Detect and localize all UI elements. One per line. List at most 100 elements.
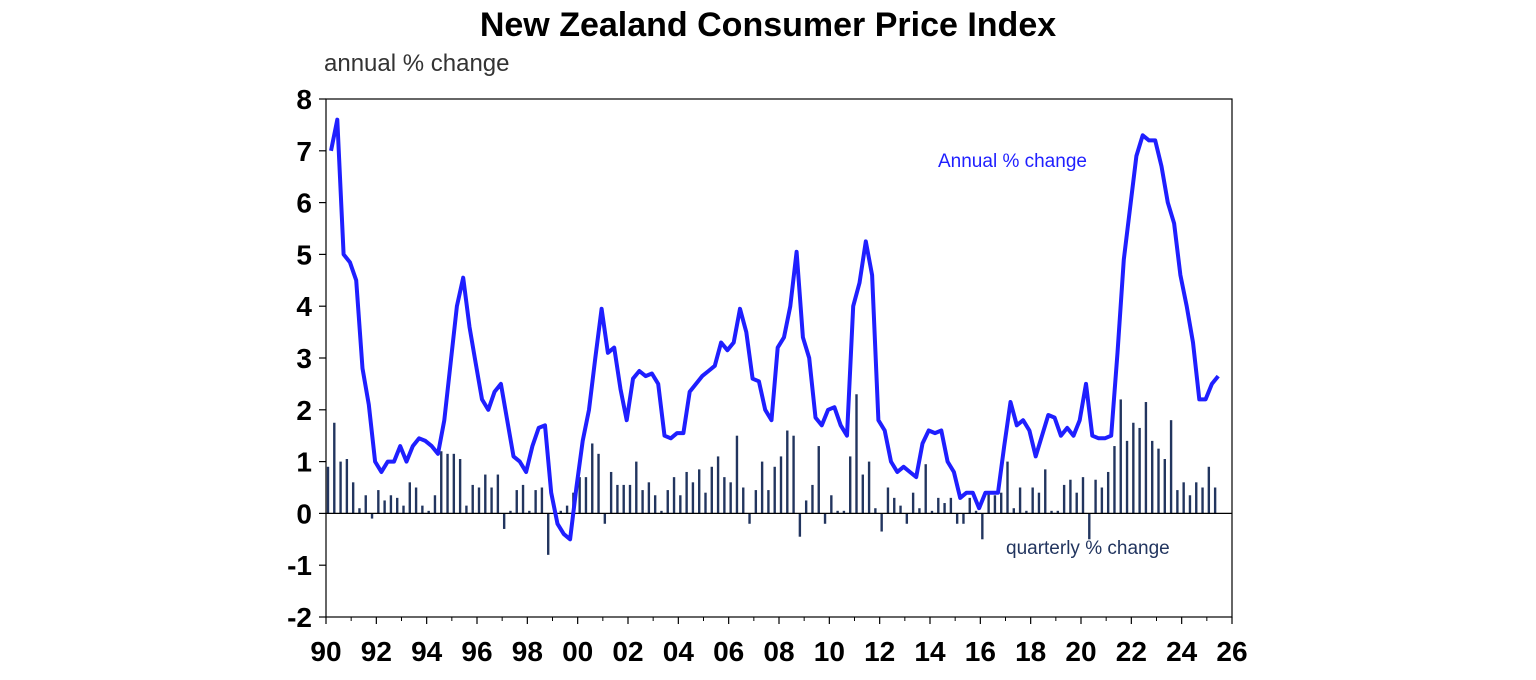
- quarterly-bar: [616, 484, 619, 514]
- quarterly-bar: [578, 477, 581, 514]
- quarterly-bar: [421, 505, 424, 514]
- quarterly-bar: [339, 461, 342, 514]
- quarterly-bar: [653, 495, 657, 514]
- quarterly-bar: [477, 487, 481, 514]
- quarterly-bar: [710, 466, 713, 514]
- x-tick-label: 94: [411, 636, 443, 667]
- quarterly-bar: [1195, 482, 1198, 514]
- quarterly-bar: [1119, 399, 1122, 514]
- quarterly-bar: [1037, 492, 1041, 514]
- quarterly-bar: [981, 513, 984, 540]
- x-tick-label: 22: [1116, 636, 1147, 667]
- quarterly-bar: [490, 487, 493, 514]
- quarterly-bar: [591, 443, 594, 514]
- quarterly-bar: [830, 495, 833, 514]
- quarterly-bar: [836, 510, 839, 514]
- quarterly-bar: [987, 492, 990, 514]
- y-tick-label: -2: [287, 602, 312, 633]
- quarterly-bar: [918, 508, 921, 514]
- quarterly-bar: [414, 487, 418, 514]
- quarterly-bar: [823, 513, 827, 524]
- quarterly-bar: [1012, 508, 1015, 514]
- quarterly-bar: [974, 510, 978, 514]
- quarterly-bar: [937, 497, 940, 514]
- quarterly-bar: [647, 482, 651, 514]
- quarterly-bar: [389, 495, 393, 514]
- quarterly-bar: [1069, 479, 1072, 514]
- quarterly-bar: [672, 477, 676, 514]
- quarterly-bar: [1062, 484, 1066, 514]
- y-tick-label: 1: [296, 447, 312, 478]
- quarterly-bar: [1018, 487, 1022, 514]
- quarterly-bar: [779, 456, 783, 514]
- quarterly-bar: [427, 510, 430, 514]
- quarterly-bar: [723, 477, 726, 514]
- quarterly-bar: [1113, 446, 1116, 514]
- x-tick-label: 10: [814, 636, 845, 667]
- x-tick-label: 96: [461, 636, 492, 667]
- quarterly-bar: [786, 430, 789, 514]
- quarterly-bar: [1056, 510, 1060, 514]
- quarterly-bar: [383, 500, 386, 514]
- quarterly-bar: [496, 474, 500, 514]
- quarterly-bar: [968, 497, 971, 514]
- quarterly-bar: [521, 484, 525, 514]
- y-tick-label: 6: [296, 188, 312, 219]
- quarterly-bar: [440, 451, 443, 514]
- quarterly-bar: [377, 490, 380, 514]
- chart-title: New Zealand Consumer Price Index: [479, 6, 1057, 44]
- x-tick-label: 02: [612, 636, 643, 667]
- x-tick-label: 24: [1166, 636, 1198, 667]
- quarterly-bar: [502, 513, 506, 529]
- quarterly-bar: [635, 461, 638, 514]
- quarterly-bar: [1125, 440, 1129, 514]
- quarterly-bar: [880, 513, 883, 532]
- quarterly-bar: [364, 495, 367, 514]
- quarterly-bar: [899, 505, 902, 514]
- y-tick-label: 3: [296, 343, 312, 374]
- quarterly-bar: [1188, 495, 1192, 514]
- quarterly-bar: [1138, 427, 1141, 514]
- y-tick-label: 4: [296, 291, 312, 322]
- x-tick-label: 18: [1015, 636, 1046, 667]
- quarterly-bar: [792, 435, 795, 514]
- quarterly-bar: [849, 456, 852, 514]
- quarterly-bar: [609, 471, 613, 514]
- quarterly-bar: [962, 513, 965, 524]
- quarterly-bar: [326, 466, 330, 514]
- quarterly-bar: [1094, 479, 1097, 514]
- quarterly-bar: [1213, 487, 1217, 514]
- quarterly-bar: [1132, 422, 1135, 514]
- annual-line: [329, 117, 1220, 542]
- quarterly-bar: [603, 513, 607, 524]
- annual-series-label: Annual % change: [938, 151, 1087, 172]
- quarterly-bar: [798, 513, 802, 537]
- quarterly-bar: [679, 495, 682, 514]
- quarterly-bar: [874, 508, 877, 514]
- quarterly-bar: [1207, 466, 1211, 514]
- x-tick-label: 90: [310, 636, 341, 667]
- quarterly-bar: [955, 513, 959, 524]
- y-tick-label: 7: [296, 136, 312, 167]
- x-tick-label: 16: [965, 636, 996, 667]
- quarterly-bar: [867, 461, 871, 514]
- quarterly-bar: [370, 513, 374, 519]
- quarterly-bar: [471, 484, 474, 514]
- quarterly-bar: [1182, 482, 1185, 514]
- x-tick-label: 00: [562, 636, 593, 667]
- quarterly-bar: [515, 490, 518, 514]
- quarterly-bar: [924, 464, 927, 514]
- quarterly-bar: [509, 510, 512, 514]
- quarterly-bar: [1163, 459, 1166, 514]
- quarterly-bar: [1000, 492, 1003, 514]
- x-tick-label: 98: [512, 636, 543, 667]
- quarterly-bar: [333, 422, 336, 514]
- quarterly-bar: [534, 490, 537, 514]
- quarterly-bar: [1151, 440, 1154, 514]
- x-tick-label: 14: [914, 636, 946, 667]
- quarterly-bar: [842, 510, 846, 514]
- quarterly-bar: [811, 484, 814, 514]
- quarterly-bar: [540, 487, 544, 514]
